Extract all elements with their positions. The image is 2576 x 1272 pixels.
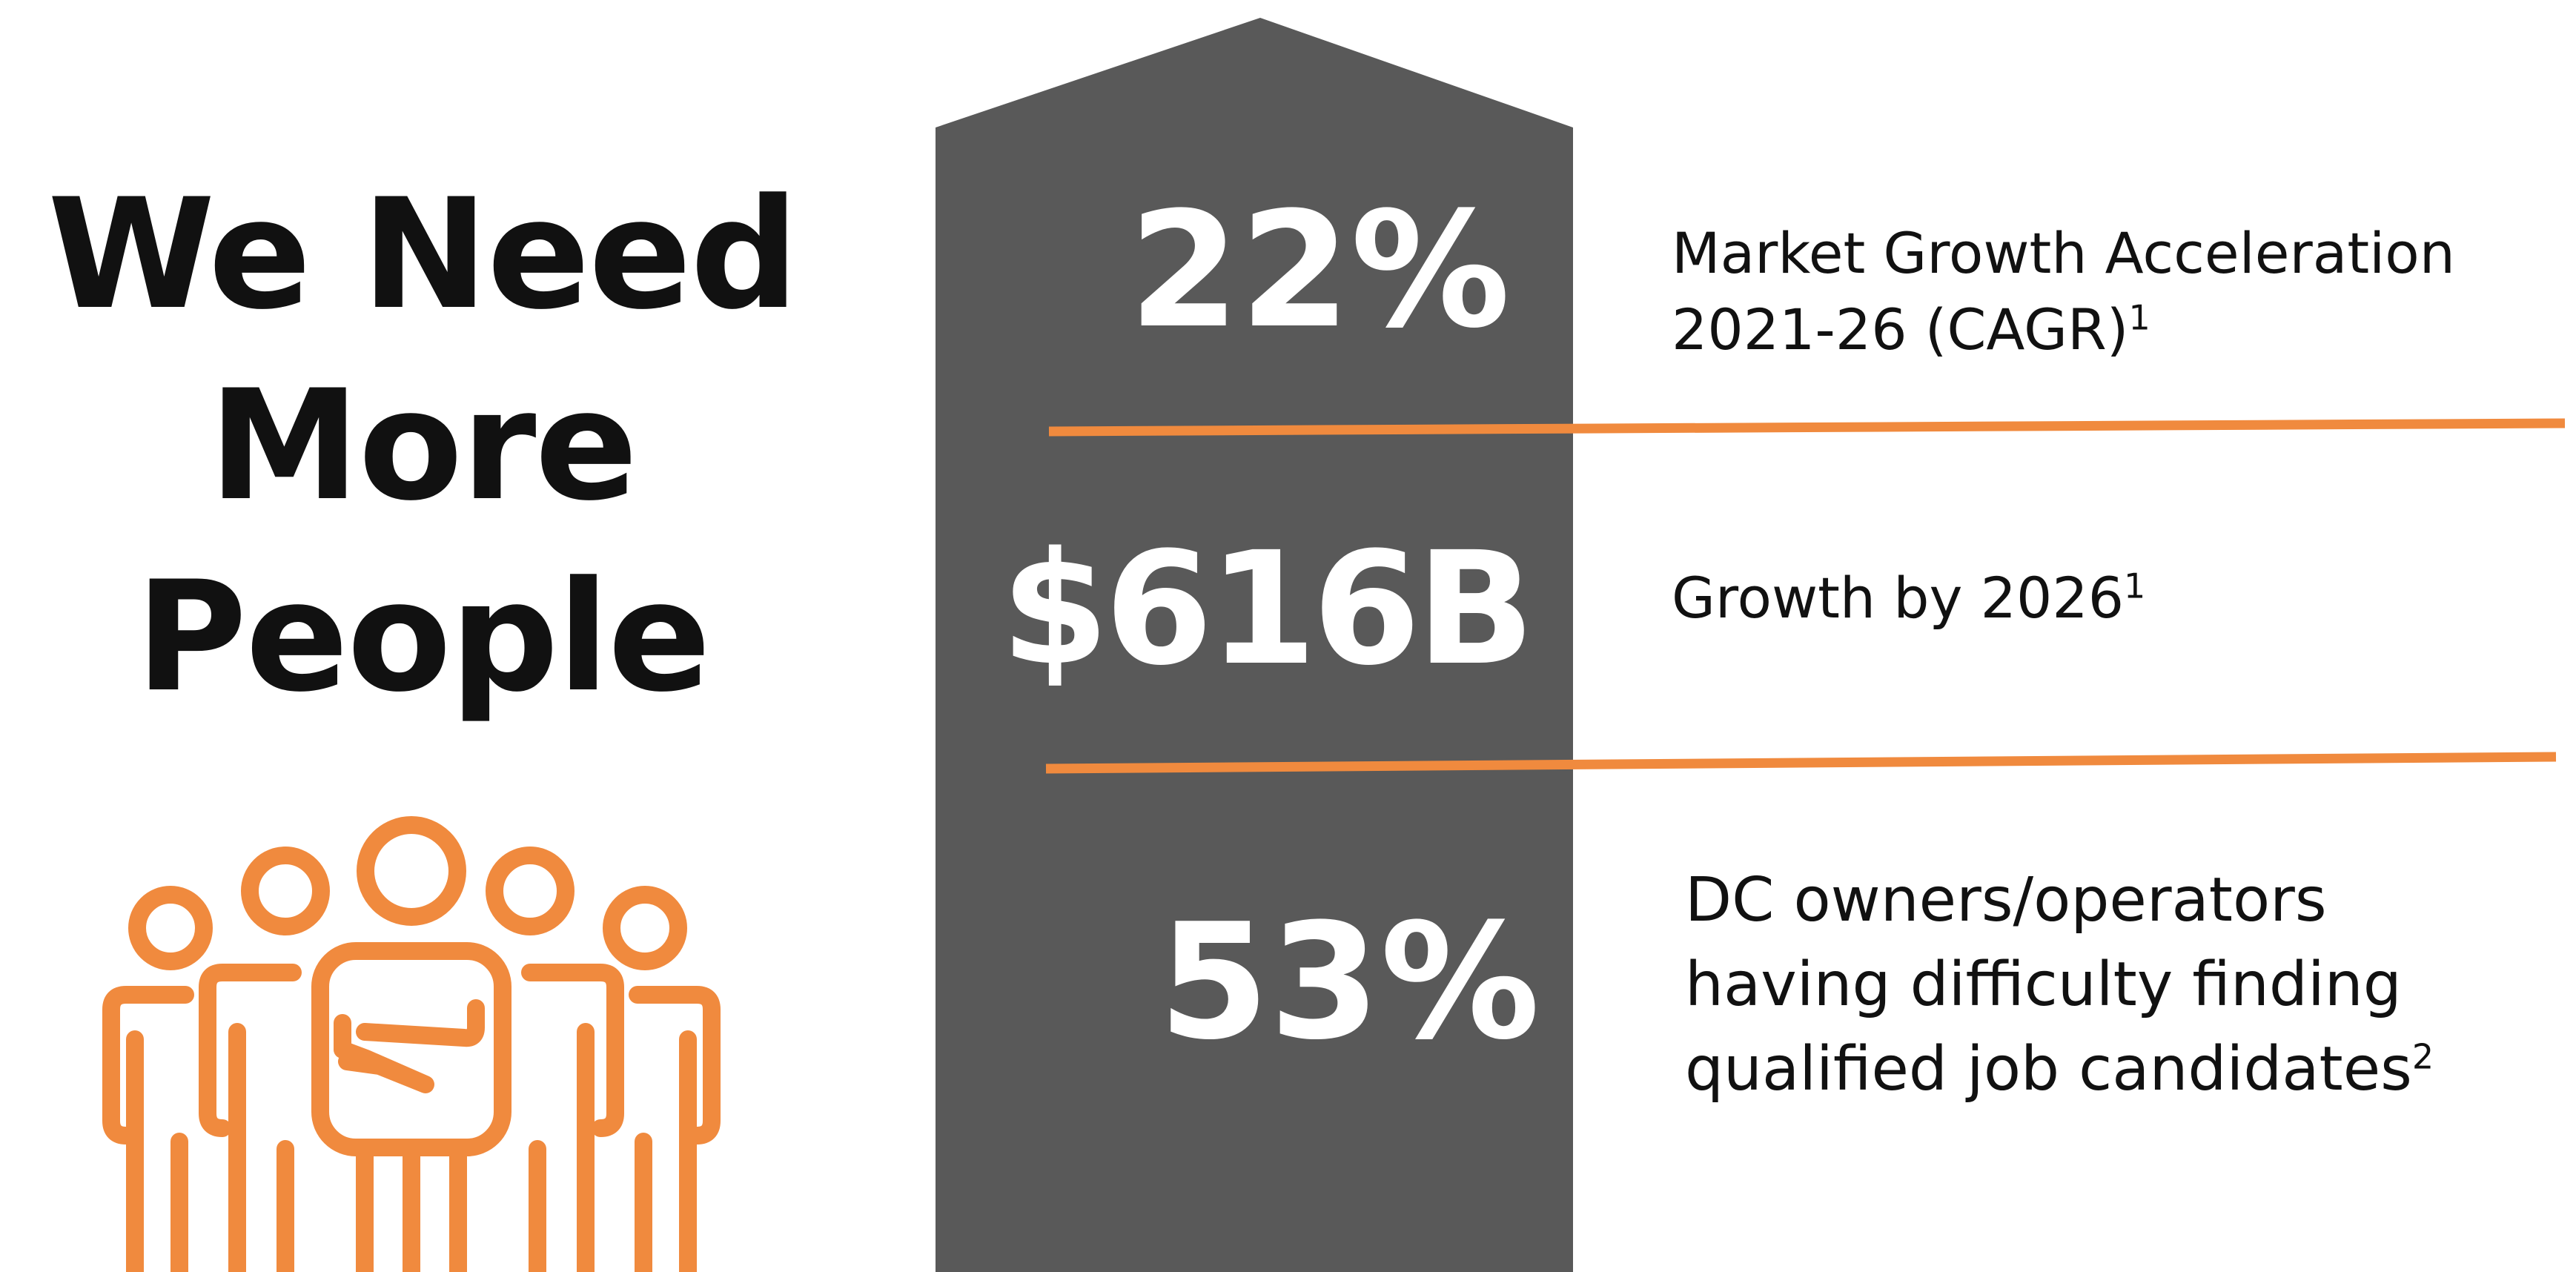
description-line: Market Growth Acceleration <box>1672 220 2455 286</box>
description-line: 2021-26 (CAGR) <box>1672 297 2129 362</box>
stat-value-hiring-difficulty: 53% <box>1158 889 1540 1075</box>
headline-line-1: We Need <box>47 167 799 343</box>
headline: We Need More People <box>30 159 815 733</box>
description-line: having difficulty finding <box>1685 950 2402 1020</box>
arrow-shape <box>936 18 1573 1272</box>
divider-line-1 <box>1048 418 2566 437</box>
description-line: DC owners/operators <box>1685 865 2327 935</box>
stat-description-growth-2026: Growth by 20261 <box>1672 560 2145 636</box>
footnote-marker: 1 <box>2124 566 2146 606</box>
stat-value-market-growth: 22% <box>1128 177 1511 363</box>
stat-value-growth-2026: $616B <box>1001 518 1535 700</box>
stat-description-hiring-difficulty: DC owners/operators having difficulty fi… <box>1685 858 2434 1112</box>
description-line: Growth by 2026 <box>1672 565 2125 631</box>
description-line-with-footnote: 2021-26 (CAGR)1 <box>1672 291 2455 368</box>
divider-line-2 <box>1045 752 2557 774</box>
description-line-with-footnote: Growth by 20261 <box>1672 560 2145 636</box>
headline-line-2: More <box>208 358 638 534</box>
people-group-icon <box>102 816 721 1272</box>
footnote-marker: 2 <box>2411 1036 2434 1077</box>
description-line-with-footnote: qualified job candidates2 <box>1685 1027 2434 1112</box>
stat-description-market-growth: Market Growth Acceleration 2021-26 (CAGR… <box>1672 215 2455 368</box>
footnote-marker: 1 <box>2128 297 2150 338</box>
headline-line-3: People <box>135 549 711 726</box>
description-line: qualified job candidates <box>1685 1034 2412 1104</box>
